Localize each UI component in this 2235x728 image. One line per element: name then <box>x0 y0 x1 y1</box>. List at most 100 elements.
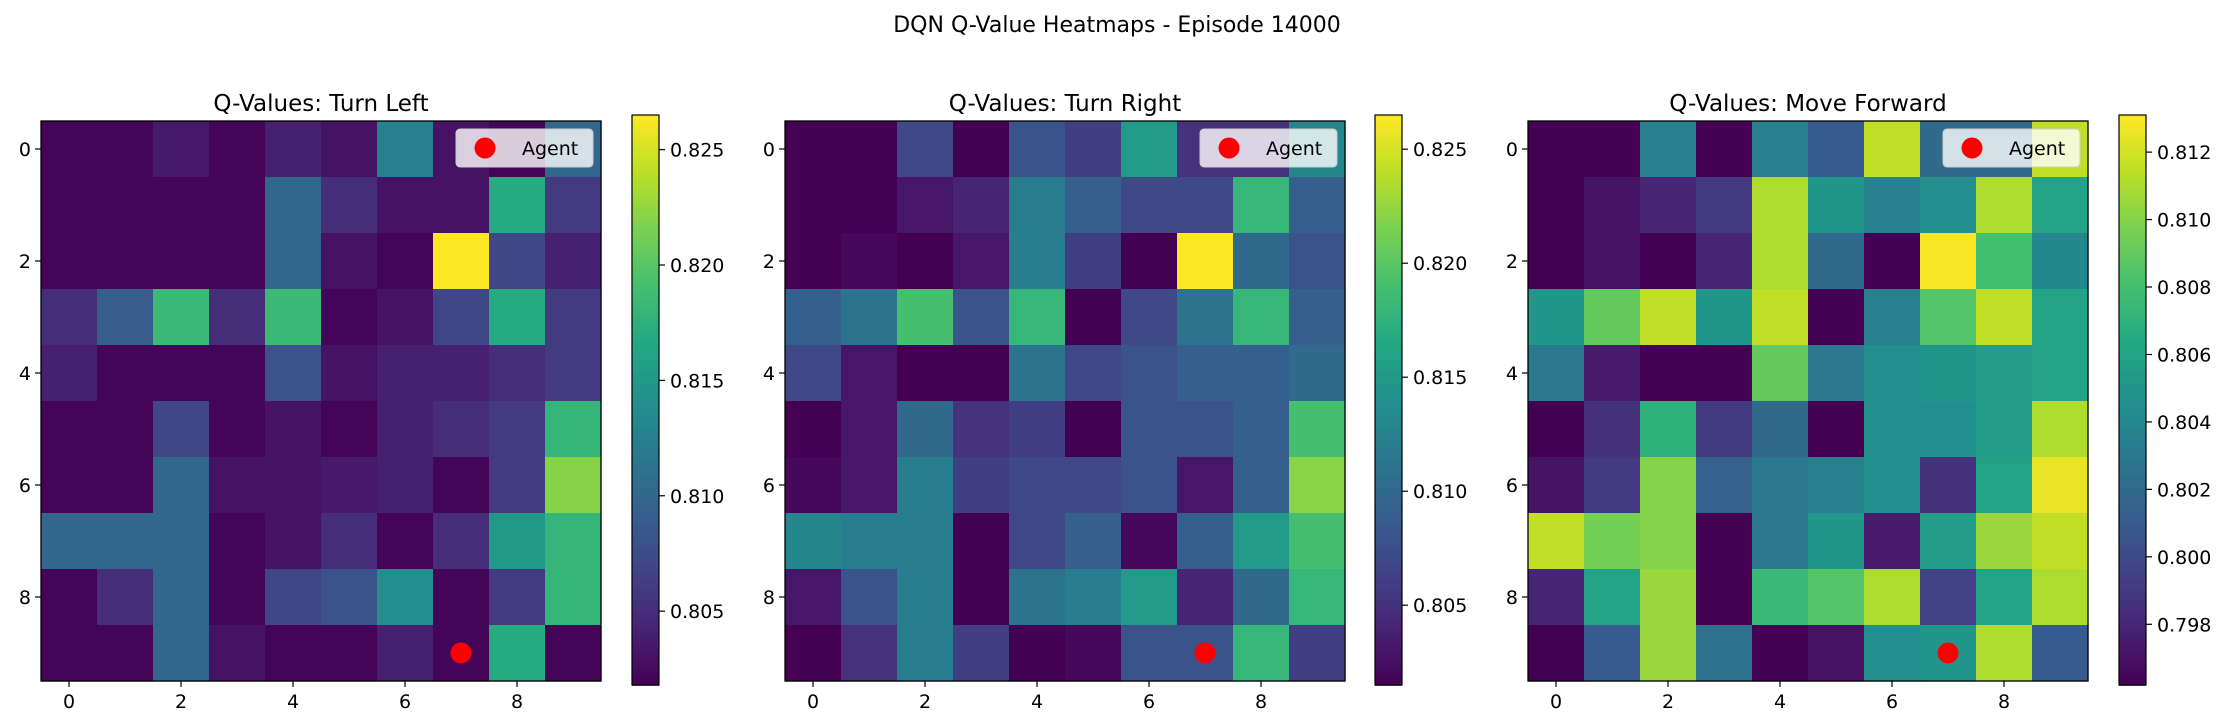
colorbar-segment <box>1375 314 1402 321</box>
heatmap-cell <box>265 625 322 682</box>
heatmap-cell <box>1065 513 1122 570</box>
colorbar-segment <box>632 320 659 327</box>
colorbar-segment <box>2119 251 2146 259</box>
colorbar-segment <box>2119 137 2146 145</box>
colorbar-segment <box>2119 468 2146 475</box>
colorbar-segment <box>1375 491 1402 498</box>
heatmap-cell <box>545 513 602 570</box>
colorbar-segment <box>2119 229 2146 236</box>
colorbar-segment <box>632 172 659 179</box>
heatmap-cell <box>545 289 602 346</box>
colorbar-segment <box>2119 434 2146 441</box>
colorbar-segment <box>632 628 659 635</box>
heatmap-cell <box>953 177 1010 234</box>
colorbar-segment <box>2119 320 2146 327</box>
colorbar-segment <box>2119 257 2146 264</box>
colorbar-segment <box>632 400 659 407</box>
colorbar-segment <box>632 434 659 441</box>
heatmap-cell <box>1177 289 1234 346</box>
heatmap-cell <box>489 345 546 402</box>
colorbar-tick-label: 0.804 <box>2157 412 2211 434</box>
heatmap-cell <box>1920 233 1977 290</box>
heatmap-cell <box>1233 401 1290 458</box>
heatmap-cell <box>1584 569 1641 626</box>
heatmap-cell <box>785 625 842 682</box>
colorbar-segment <box>1375 417 1402 424</box>
heatmap-cell <box>41 401 98 458</box>
colorbar-segment <box>632 360 659 367</box>
colorbar-segment <box>632 417 659 424</box>
heatmap-cell <box>1640 121 1697 178</box>
y-tick-label: 6 <box>19 475 31 497</box>
heatmap-cell <box>321 569 378 626</box>
heatmap-cell <box>1584 289 1641 346</box>
heatmap-cell <box>1640 177 1697 234</box>
panel-title: Q-Values: Move Forward <box>1669 91 1946 117</box>
heatmap-cell <box>489 513 546 570</box>
heatmap-cell <box>209 345 266 402</box>
heatmap-cell <box>2032 513 2089 570</box>
heatmap-cell <box>321 121 378 178</box>
colorbar-tick-label: 0.815 <box>1413 367 1467 389</box>
colorbar-segment <box>632 645 659 652</box>
colorbar-segment <box>632 565 659 572</box>
colorbar: 0.805 0.810 0.815 0.820 0.825 <box>1374 114 1467 686</box>
colorbar-segment <box>2119 559 2146 567</box>
heatmap-cell <box>1752 345 1809 402</box>
colorbar-segment <box>632 593 659 601</box>
colorbar-segment <box>632 132 659 139</box>
colorbar-segment <box>2119 565 2146 572</box>
heatmap-cell <box>1864 233 1921 290</box>
colorbar-segment <box>2119 605 2146 612</box>
colorbar-segment <box>2119 519 2146 527</box>
colorbar-segment <box>632 553 659 561</box>
colorbar-segment <box>632 468 659 475</box>
colorbar-segment <box>632 457 659 464</box>
colorbar-segment <box>1375 343 1402 350</box>
x-tick-label: 2 <box>175 691 187 713</box>
heatmap-cell <box>265 121 322 178</box>
colorbar-segment <box>1375 268 1402 276</box>
heatmap-cell <box>1864 121 1921 178</box>
heatmap-cell <box>1065 457 1122 514</box>
colorbar-segment <box>632 200 659 207</box>
colorbar-segment <box>2119 206 2146 213</box>
colorbar-segment <box>632 251 659 259</box>
colorbar-segment <box>1375 149 1402 156</box>
colorbar-segment <box>632 268 659 276</box>
colorbar-segment <box>1375 194 1402 202</box>
heatmap-cell <box>1696 177 1753 234</box>
heatmap-cell <box>1121 513 1178 570</box>
y-tick-label: 8 <box>19 587 31 609</box>
colorbar-segment <box>632 462 659 470</box>
colorbar-segment <box>632 154 659 162</box>
heatmap-cell <box>1752 625 1809 682</box>
colorbar-segment <box>2119 354 2146 361</box>
heatmap-cell <box>1976 345 2033 402</box>
colorbar-segment <box>1375 120 1402 128</box>
heatmap-cell <box>321 625 378 682</box>
colorbar-segment <box>2119 263 2146 270</box>
colorbar-segment <box>1375 354 1402 361</box>
colorbar-segment <box>2119 160 2146 168</box>
colorbar-segment <box>2119 154 2146 162</box>
colorbar-segment <box>2119 411 2146 418</box>
colorbar-segment <box>2119 365 2146 373</box>
agent-marker <box>450 642 472 664</box>
colorbar-segment <box>632 599 659 606</box>
x-tick-label: 8 <box>511 691 523 713</box>
heatmap-cell <box>1640 233 1697 290</box>
heatmap-cell <box>897 121 954 178</box>
heatmap-cell <box>1864 345 1921 402</box>
colorbar-segment <box>1375 126 1402 133</box>
heatmap-cell <box>209 625 266 682</box>
colorbar-segment <box>2119 331 2146 339</box>
heatmap-cell <box>1976 625 2033 682</box>
colorbar-segment <box>1375 485 1402 492</box>
colorbar-segment <box>1375 405 1402 413</box>
heatmap-cell <box>1177 345 1234 402</box>
heatmap-cell <box>1920 401 1977 458</box>
heatmap-cell <box>785 233 842 290</box>
colorbar-segment <box>632 559 659 567</box>
colorbar-segment <box>632 331 659 339</box>
